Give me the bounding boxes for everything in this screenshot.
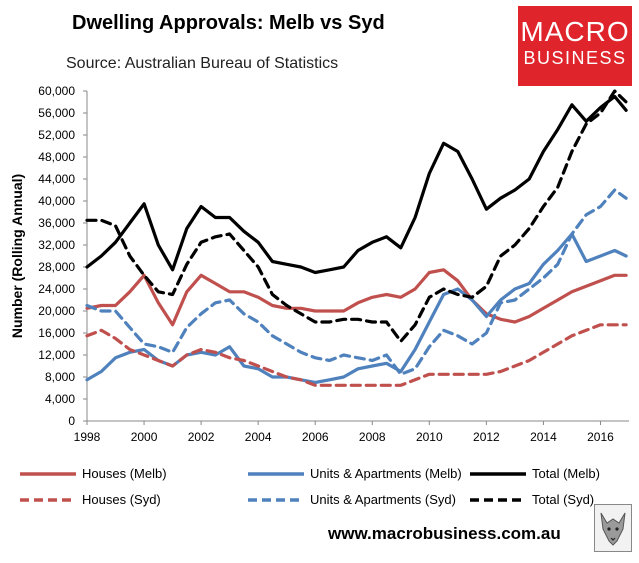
series-line-units-apartments-melb xyxy=(85,232,628,385)
x-tick-label: 2008 xyxy=(359,430,386,444)
y-tick-label: 20,000 xyxy=(38,304,75,318)
y-tick-label: 16,000 xyxy=(38,326,75,340)
logo-line-2: BUSINESS xyxy=(523,48,627,68)
x-tick-label: 1998 xyxy=(74,430,101,444)
legend-label: Houses (Melb) xyxy=(82,466,167,481)
series-line-total-melb xyxy=(85,94,628,275)
macrobusiness-logo[interactable]: MACRO BUSINESS xyxy=(518,6,632,86)
chart-legend: Houses (Melb) Units & Apartments (Melb) … xyxy=(0,458,639,518)
series-line-houses-syd xyxy=(85,323,628,387)
x-tick-label: 2016 xyxy=(587,430,614,444)
x-tick-label: 2014 xyxy=(530,430,557,444)
x-tick-label: 2010 xyxy=(416,430,443,444)
y-tick-label: 44,000 xyxy=(38,172,75,186)
y-tick-label: 0 xyxy=(68,414,75,428)
y-tick-label: 24,000 xyxy=(38,282,75,296)
y-tick-label: 32,000 xyxy=(38,238,75,252)
x-tick-label: 2000 xyxy=(131,430,158,444)
legend-label: Units & Apartments (Syd) xyxy=(310,492,456,507)
line-chart: 0 4,000 8,000 12,000 16,000 20,000 24,000 28,00… xyxy=(9,84,629,444)
series-line-total-syd xyxy=(85,89,628,343)
wolf-logo-icon xyxy=(594,504,632,552)
x-tick-label: 2002 xyxy=(188,430,215,444)
y-tick-label: 52,000 xyxy=(38,128,75,142)
y-tick-label: 40,000 xyxy=(38,194,75,208)
chart-source: Source: Australian Bureau of Statistics xyxy=(66,55,339,72)
site-url[interactable]: www.macrobusiness.com.au xyxy=(328,524,561,543)
series-line-units-apartments-syd xyxy=(85,188,628,376)
y-tick-label: 8,000 xyxy=(45,370,75,384)
y-tick-label: 48,000 xyxy=(38,150,75,164)
legend-label: Total (Melb) xyxy=(532,466,600,481)
y-tick-label: 12,000 xyxy=(38,348,75,362)
chart-title: Dwelling Approvals: Melb vs Syd xyxy=(72,12,385,34)
y-tick-label: 56,000 xyxy=(38,106,75,120)
y-tick-label: 28,000 xyxy=(38,260,75,274)
y-tick-label: 36,000 xyxy=(38,216,75,230)
legend-label: Total (Syd) xyxy=(532,492,595,507)
series-line-houses-melb xyxy=(85,268,628,327)
y-tick-label: 60,000 xyxy=(38,84,75,98)
x-tick-label: 2006 xyxy=(302,430,329,444)
logo-line-1: MACRO xyxy=(520,16,630,47)
y-axis-label: Number (Rolling Annual) xyxy=(9,174,25,338)
y-tick-label: 4,000 xyxy=(45,392,75,406)
legend-label: Houses (Syd) xyxy=(82,492,161,507)
x-tick-label: 2004 xyxy=(245,430,272,444)
x-tick-label: 2012 xyxy=(473,430,500,444)
legend-label: Units & Apartments (Melb) xyxy=(310,466,462,481)
